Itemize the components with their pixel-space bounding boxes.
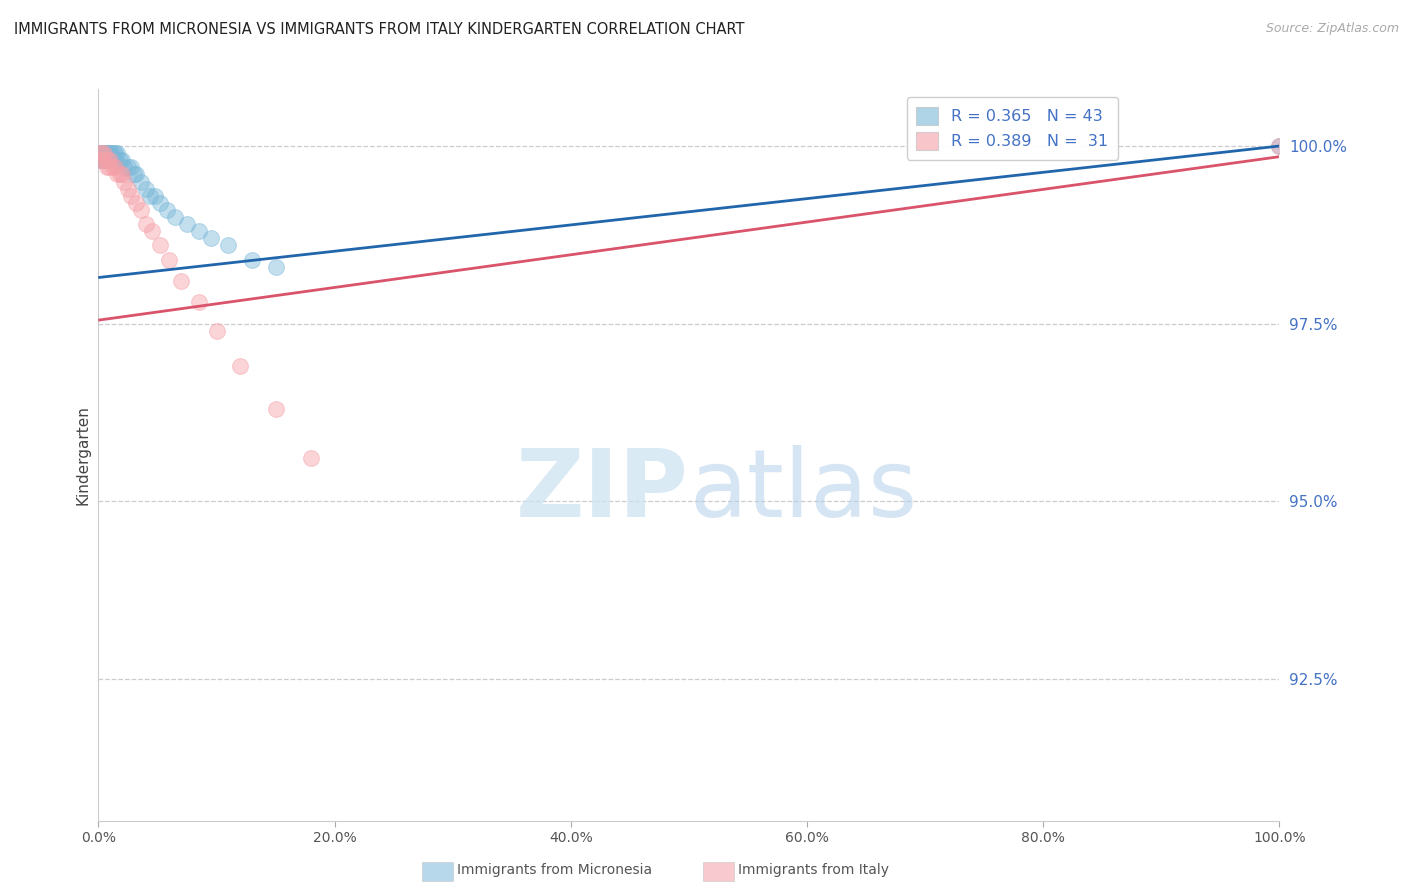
Point <box>101 153 124 168</box>
Point <box>299 451 322 466</box>
Point <box>105 146 128 161</box>
Point <box>165 210 187 224</box>
Point <box>97 153 120 168</box>
Point <box>105 168 128 182</box>
Point <box>104 146 127 161</box>
Point <box>90 153 112 168</box>
Point <box>1268 139 1291 153</box>
Text: Source: ZipAtlas.com: Source: ZipAtlas.com <box>1265 22 1399 36</box>
Point <box>217 238 239 252</box>
Point <box>170 274 193 288</box>
Point <box>104 161 127 175</box>
Point <box>125 168 148 182</box>
Point <box>205 324 228 338</box>
Point <box>91 146 114 161</box>
Point <box>105 153 128 168</box>
Point <box>94 146 117 161</box>
Text: Immigrants from Italy: Immigrants from Italy <box>738 863 889 877</box>
Point <box>89 146 111 161</box>
Point <box>176 217 198 231</box>
Point <box>91 153 114 168</box>
Point <box>139 188 162 202</box>
Text: atlas: atlas <box>689 445 917 538</box>
Legend: R = 0.365   N = 43, R = 0.389   N =  31: R = 0.365 N = 43, R = 0.389 N = 31 <box>907 97 1118 160</box>
Point <box>156 202 179 217</box>
Point <box>240 252 263 267</box>
Point <box>117 161 139 175</box>
Point <box>90 153 112 168</box>
Point <box>121 161 143 175</box>
Point <box>264 260 287 274</box>
Point <box>125 195 148 210</box>
Point <box>101 161 124 175</box>
Point <box>135 217 157 231</box>
Point <box>143 188 166 202</box>
Text: IMMIGRANTS FROM MICRONESIA VS IMMIGRANTS FROM ITALY KINDERGARTEN CORRELATION CHA: IMMIGRANTS FROM MICRONESIA VS IMMIGRANTS… <box>14 22 745 37</box>
Point <box>149 195 172 210</box>
Point <box>117 181 139 195</box>
Point <box>103 146 125 161</box>
Text: Immigrants from Micronesia: Immigrants from Micronesia <box>457 863 652 877</box>
Point <box>93 146 115 161</box>
Point <box>108 168 131 182</box>
Point <box>108 153 131 168</box>
Point <box>229 359 252 373</box>
Point <box>112 174 135 188</box>
Point <box>93 146 115 161</box>
Point <box>187 295 209 310</box>
Point <box>157 252 180 267</box>
Point <box>129 174 152 188</box>
Point <box>91 146 114 161</box>
Point <box>141 224 163 238</box>
Y-axis label: Kindergarten: Kindergarten <box>75 405 90 505</box>
Point <box>91 146 114 161</box>
Point <box>111 153 134 168</box>
Point <box>135 181 157 195</box>
Text: ZIP: ZIP <box>516 445 689 538</box>
Point <box>111 168 134 182</box>
Point <box>149 238 172 252</box>
Point <box>94 153 117 168</box>
Point <box>98 153 121 168</box>
Point <box>98 146 121 161</box>
Point <box>97 146 120 161</box>
Point <box>91 153 114 168</box>
Point <box>90 146 112 161</box>
Point <box>98 161 121 175</box>
Point <box>93 153 115 168</box>
Point <box>122 168 145 182</box>
Point <box>187 224 209 238</box>
Point <box>96 146 118 161</box>
Point <box>112 161 135 175</box>
Point <box>121 188 143 202</box>
Point <box>264 401 287 416</box>
Point <box>94 153 117 168</box>
Point <box>200 231 222 245</box>
Point <box>98 146 121 161</box>
Point <box>96 153 118 168</box>
Point <box>129 202 152 217</box>
Point <box>91 153 114 168</box>
Point <box>1268 139 1291 153</box>
Point <box>89 146 111 161</box>
Point <box>96 161 118 175</box>
Point <box>100 146 122 161</box>
